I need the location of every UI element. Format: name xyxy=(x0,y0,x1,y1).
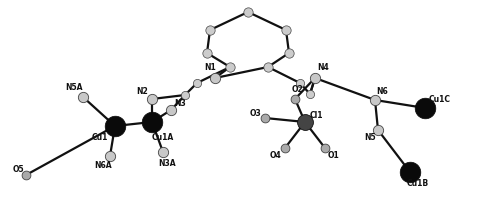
Point xyxy=(296,81,304,85)
Text: Cu1C: Cu1C xyxy=(429,95,451,105)
Text: N6A: N6A xyxy=(94,160,112,170)
Point xyxy=(106,154,114,158)
Text: Cu1A: Cu1A xyxy=(152,133,174,143)
Text: N4: N4 xyxy=(317,64,329,73)
Text: N6: N6 xyxy=(376,86,388,95)
Point xyxy=(203,51,211,55)
Text: O5: O5 xyxy=(12,165,24,175)
Text: O4: O4 xyxy=(270,151,282,160)
Point xyxy=(181,93,189,97)
Text: N3: N3 xyxy=(174,100,186,108)
Point xyxy=(244,10,252,14)
Point xyxy=(226,65,234,69)
Point xyxy=(406,170,414,174)
Text: N2: N2 xyxy=(136,86,148,95)
Point xyxy=(22,173,30,177)
Text: N5A: N5A xyxy=(65,84,83,92)
Point xyxy=(193,81,201,85)
Point xyxy=(148,97,156,101)
Point xyxy=(264,65,272,69)
Point xyxy=(421,106,429,110)
Text: N3A: N3A xyxy=(158,159,176,167)
Text: N5: N5 xyxy=(364,133,376,143)
Point xyxy=(167,108,175,112)
Text: N1: N1 xyxy=(204,64,216,73)
Text: O3: O3 xyxy=(249,110,261,119)
Text: O2: O2 xyxy=(292,86,304,95)
Point xyxy=(371,98,379,102)
Point xyxy=(301,120,309,124)
Text: Cu1: Cu1 xyxy=(92,133,108,143)
Point xyxy=(148,120,156,124)
Point xyxy=(291,97,299,101)
Point xyxy=(261,116,269,120)
Point xyxy=(281,146,289,150)
Point xyxy=(306,92,314,96)
Point xyxy=(211,76,219,80)
Point xyxy=(285,51,293,55)
Point xyxy=(111,124,119,128)
Point xyxy=(311,76,319,80)
Point xyxy=(321,146,329,150)
Point xyxy=(206,28,214,32)
Point xyxy=(79,95,87,99)
Text: Cu1B: Cu1B xyxy=(407,178,429,187)
Point xyxy=(282,28,290,32)
Point xyxy=(374,128,382,132)
Text: O1: O1 xyxy=(327,151,339,159)
Text: Cl1: Cl1 xyxy=(309,111,323,121)
Point xyxy=(159,150,167,154)
